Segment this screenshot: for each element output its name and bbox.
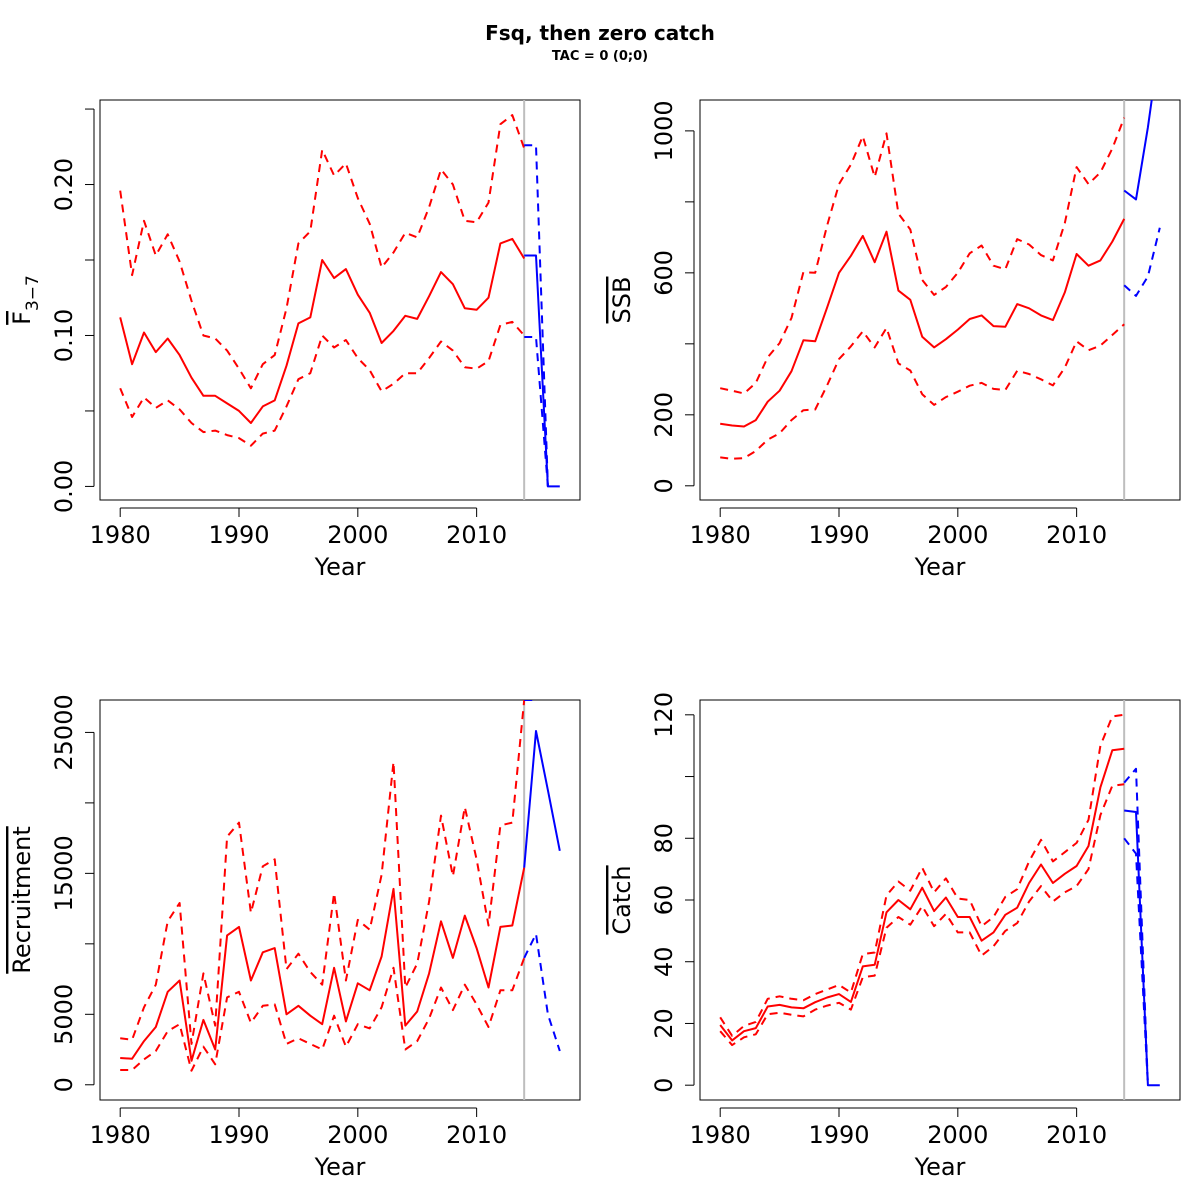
series-line-hist-dashed — [119, 114, 526, 390]
y-tick-label: 15000 — [50, 835, 78, 911]
x-tick-label: 2010 — [1046, 1121, 1107, 1149]
series-line-hist-dashed — [719, 783, 1125, 1047]
y-axis-label: F3−7 — [8, 275, 43, 325]
x-tick-label: 2000 — [927, 1121, 988, 1149]
x-tick-label: 1990 — [808, 1121, 869, 1149]
y-axis-label-main: SSB — [608, 277, 636, 324]
y-tick-label: 0.10 — [50, 309, 78, 362]
y-axis: 0 5000 15000 25000 — [50, 694, 95, 1092]
y-tick-label: 80 — [650, 823, 678, 854]
x-tick-label: 1990 — [208, 521, 269, 549]
figure-subtitle: TAC = 0 (0;0) — [552, 49, 648, 64]
y-tick-label: 20 — [650, 1008, 678, 1039]
y-axis-label: Catch — [608, 865, 636, 934]
y-tick-label: 25000 — [50, 694, 78, 770]
series-line-proj-dashed — [524, 336, 549, 487]
series-group — [719, 713, 1160, 1087]
series-line-proj-solid — [1123, 100, 1153, 201]
x-axis: 1980 1990 2000 2010 — [690, 507, 1107, 549]
y-axis-label: SSB — [608, 277, 636, 324]
series-line-hist-dashed — [120, 957, 526, 1072]
series-line-proj-dashed — [523, 933, 561, 1052]
x-tick-label: 2000 — [327, 521, 388, 549]
x-tick-label: 1980 — [90, 521, 151, 549]
panel-f: 1980 1990 2000 2010 Year 0.00 0.10 0.20 F3−7 — [8, 99, 581, 581]
y-tick-label: 200 — [650, 392, 678, 438]
plot-frame — [699, 699, 1181, 1101]
series-line-hist-dashed — [119, 320, 525, 447]
y-axis: 0 200 600 1000 — [650, 100, 695, 493]
y-tick-label: 5000 — [50, 984, 78, 1045]
y-axis-label: Recruitment — [8, 826, 36, 973]
plot-frame — [699, 99, 1181, 501]
x-tick-label: 2010 — [446, 521, 507, 549]
x-axis-label: Year — [314, 553, 366, 581]
y-tick-label: 0 — [650, 1078, 678, 1093]
figure-title: Fsq, then zero catch — [485, 21, 715, 45]
series-line-hist-dashed — [720, 323, 1125, 460]
x-tick-label: 2000 — [927, 521, 988, 549]
x-tick-label: 2000 — [327, 1121, 388, 1149]
y-tick-label: 60 — [650, 885, 678, 916]
y-tick-label: 0.00 — [50, 460, 78, 513]
x-axis: 1980 1990 2000 2010 — [90, 1107, 507, 1149]
plot-frame — [99, 699, 581, 1101]
panel-rec: 1980 1990 2000 2010 Year 0 5000 15000 25000 Recru… — [8, 694, 581, 1181]
series-line-hist-solid — [120, 867, 526, 1062]
y-axis-label-main: F — [8, 311, 36, 325]
series-line-proj-dashed — [1123, 227, 1161, 297]
x-axis-label: Year — [914, 1153, 966, 1181]
series-line-hist-solid — [119, 237, 526, 424]
y-tick-label: 600 — [650, 250, 678, 296]
panel-ssb: 1980 1990 2000 2010 Year 0 200 600 1000 SSB — [608, 99, 1181, 581]
x-axis-label: Year — [914, 553, 966, 581]
y-tick-label: 0 — [50, 1077, 78, 1092]
y-axis-label-subscript: 3−7 — [23, 275, 43, 311]
series-group — [719, 100, 1161, 460]
y-axis: 0 20 40 60 80 120 — [650, 692, 695, 1093]
y-axis-label-main: Recruitment — [8, 826, 36, 973]
y-axis-label-main: Catch — [608, 865, 636, 934]
x-tick-label: 1980 — [690, 1121, 751, 1149]
y-tick-label: 120 — [650, 692, 678, 738]
y-tick-label: 40 — [650, 946, 678, 977]
series-line-proj-dashed — [1123, 837, 1149, 1086]
series-line-hist-solid — [720, 218, 1126, 428]
series-group — [119, 114, 560, 488]
x-tick-label: 1980 — [690, 521, 751, 549]
series-line-proj-dashed — [1123, 767, 1149, 1086]
x-axis-label: Year — [314, 1153, 366, 1181]
y-axis: 0.00 0.10 0.20 — [50, 108, 95, 513]
x-tick-label: 2010 — [446, 1121, 507, 1149]
y-tick-label: 0 — [650, 478, 678, 493]
series-line-hist-solid — [719, 747, 1125, 1042]
series-line-proj-dashed — [524, 144, 549, 487]
y-tick-label: 0.20 — [50, 158, 78, 211]
x-tick-label: 1980 — [90, 1121, 151, 1149]
x-axis: 1980 1990 2000 2010 — [690, 1107, 1107, 1149]
panel-catch: 1980 1990 2000 2010 Year 0 20 40 60 80 120 Catch — [608, 692, 1181, 1181]
y-tick-label: 1000 — [650, 100, 678, 161]
series-line-proj-solid — [524, 254, 560, 488]
plot-frame — [99, 99, 581, 501]
x-axis: 1980 1990 2000 2010 — [90, 507, 507, 549]
series-line-proj-solid — [523, 730, 561, 868]
series-group — [120, 700, 561, 1072]
x-tick-label: 1990 — [808, 521, 869, 549]
x-tick-label: 2010 — [1046, 521, 1107, 549]
series-line-hist-dashed — [120, 700, 526, 1045]
x-tick-label: 1990 — [208, 1121, 269, 1149]
series-line-hist-dashed — [719, 117, 1126, 395]
